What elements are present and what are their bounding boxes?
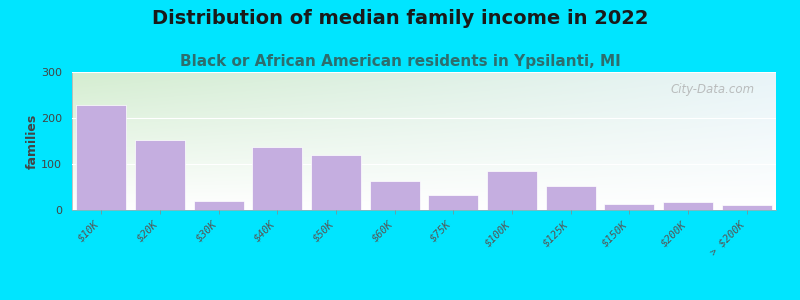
Bar (429, 195, 478, 210)
Bar (194, 201, 243, 210)
Text: City-Data.com: City-Data.com (670, 83, 755, 96)
Bar (311, 155, 361, 210)
Bar (663, 202, 713, 210)
Bar (546, 186, 595, 210)
Y-axis label: families: families (26, 113, 38, 169)
Bar (487, 171, 537, 210)
Text: Black or African American residents in Ypsilanti, MI: Black or African American residents in Y… (180, 54, 620, 69)
Bar (722, 206, 771, 210)
Text: Distribution of median family income in 2022: Distribution of median family income in … (152, 9, 648, 28)
Bar (135, 140, 185, 210)
Bar (77, 105, 126, 210)
Bar (370, 182, 419, 210)
Bar (253, 146, 302, 210)
Bar (605, 204, 654, 210)
